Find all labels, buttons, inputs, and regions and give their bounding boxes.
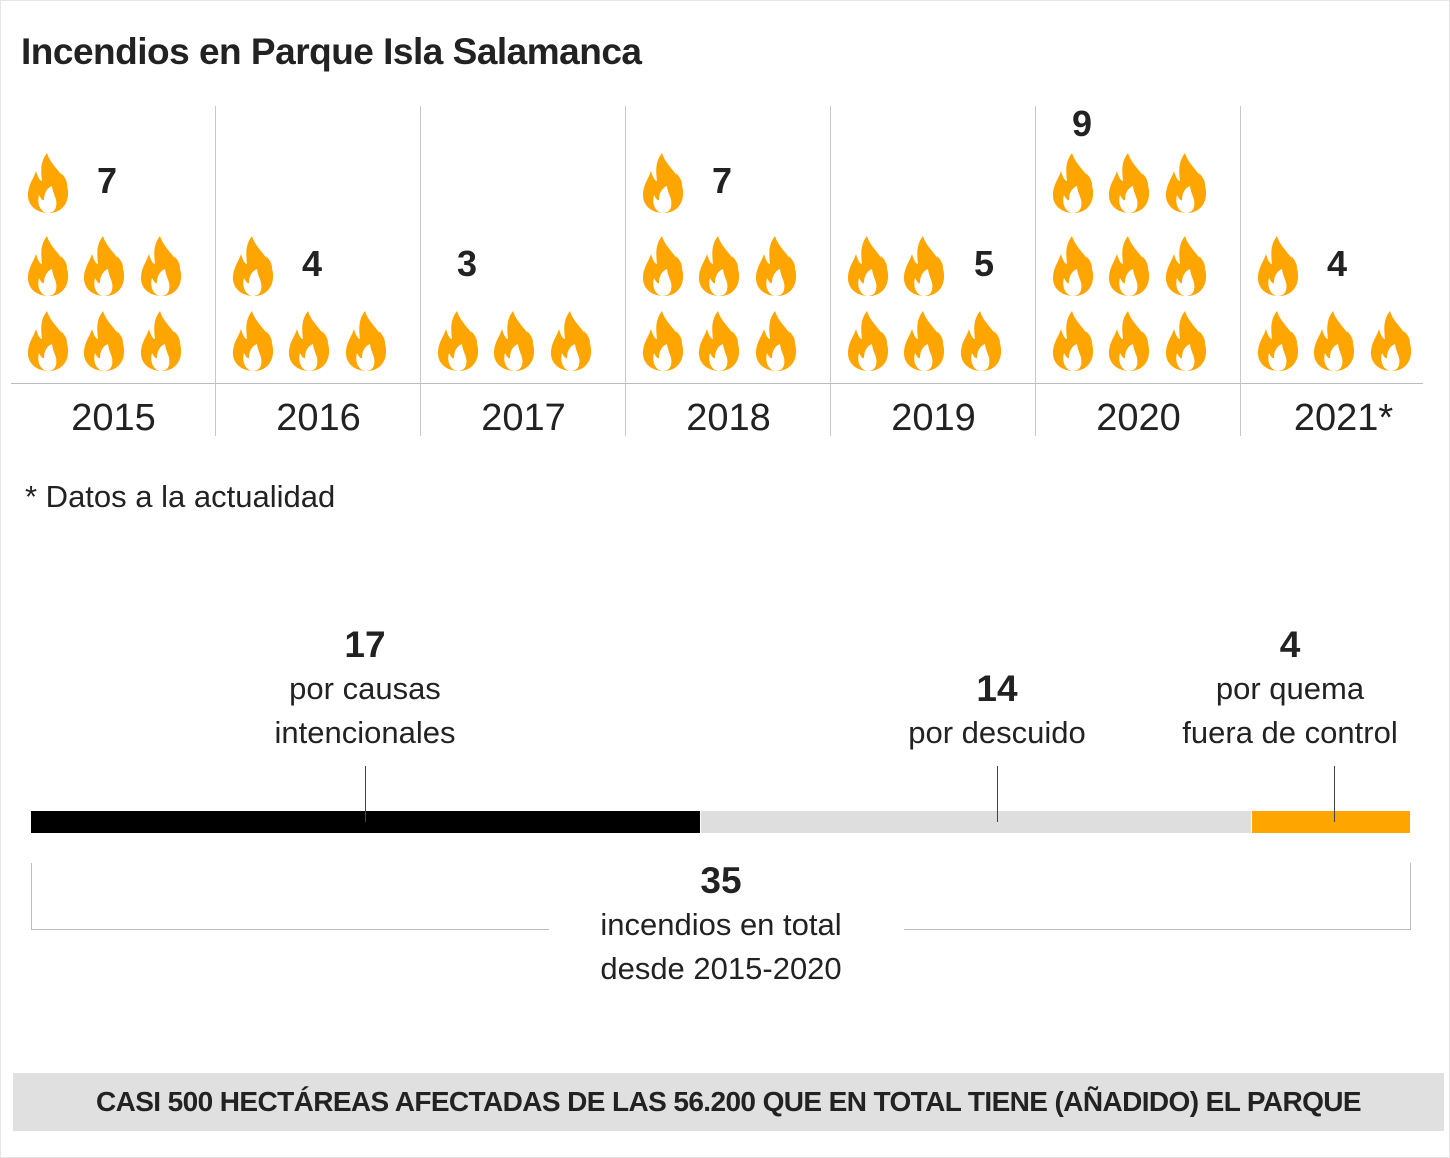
flame-icon <box>901 311 947 371</box>
label-line: por descuido <box>908 715 1086 750</box>
label-line: por quema <box>1215 671 1365 706</box>
flame-icon <box>25 153 71 213</box>
value-label: 7 <box>712 160 733 201</box>
flame-icon <box>640 153 686 213</box>
flame-icon <box>845 311 891 371</box>
value-total: 35 <box>700 860 742 901</box>
flame-icon <box>845 236 891 296</box>
column-divider <box>1240 106 1241 436</box>
bracket-left <box>31 863 32 930</box>
flame-icon <box>1163 311 1209 371</box>
year-label: 2021* <box>1293 397 1394 439</box>
flame-icon <box>696 311 742 371</box>
year-label: 2017 <box>481 397 566 439</box>
flame-icon <box>640 311 686 371</box>
year-column-2019: 5 2019 <box>831 106 1036 439</box>
x-axis-line <box>11 383 1423 384</box>
column-divider <box>830 106 831 436</box>
flame-icon <box>1163 153 1209 213</box>
leader-line <box>997 766 998 822</box>
year-label: 2020 <box>1096 397 1181 439</box>
year-label: 2019 <box>891 397 976 439</box>
leader-line <box>1334 766 1335 822</box>
flame-icon <box>1106 153 1152 213</box>
year-column-2017: 3 2017 <box>421 106 626 439</box>
flame-icon <box>753 311 799 371</box>
bracket-line <box>31 929 549 930</box>
chart-title: Incendios en Parque Isla Salamanca <box>21 31 642 72</box>
flame-icon <box>435 311 481 371</box>
flame-icon <box>343 311 389 371</box>
flame-icon <box>25 236 71 296</box>
year-label: 2015 <box>71 397 156 439</box>
column-divider <box>1035 106 1036 436</box>
flame-icon <box>958 311 1004 371</box>
flame-icon <box>138 236 184 296</box>
flame-icon <box>640 236 686 296</box>
bracket-right <box>1410 863 1411 930</box>
flame-icon <box>548 311 594 371</box>
value-label: 9 <box>1072 103 1093 144</box>
year-column-2018: 7 2018 <box>626 106 831 439</box>
year-column-2020: 9 2020 <box>1036 103 1241 439</box>
flame-icon <box>1255 311 1301 371</box>
flame-icon <box>286 311 332 371</box>
column-divider <box>625 106 626 436</box>
value-label: 4 <box>1327 243 1348 284</box>
value-carelessness: 14 <box>976 668 1018 709</box>
label-total: 35 incendios en total desde 2015-2020 <box>600 859 841 991</box>
value-label: 7 <box>97 160 118 201</box>
flame-icon <box>230 311 276 371</box>
label-uncontrolled-burn: 4 por quema fuera de control <box>1182 623 1397 755</box>
value-uncontrolled-burn: 4 <box>1279 624 1301 665</box>
year-column-2015: 7 2015 <box>11 106 216 439</box>
bracket-line <box>904 929 1411 930</box>
year-label: 2016 <box>276 397 361 439</box>
flame-icon <box>753 236 799 296</box>
label-line: desde 2015-2020 <box>600 951 842 986</box>
bar-segment <box>1252 811 1410 833</box>
value-label: 4 <box>302 243 323 284</box>
label-line: fuera de control <box>1182 715 1398 750</box>
year-label: 2018 <box>686 397 771 439</box>
flame-icon <box>1311 311 1357 371</box>
flame-icon <box>901 236 947 296</box>
flame-icon <box>1255 236 1301 296</box>
flame-icon <box>230 236 276 296</box>
flame-icon <box>1106 236 1152 296</box>
label-line: intencionales <box>274 715 456 750</box>
value-label: 3 <box>457 243 478 284</box>
footer-banner: CASI 500 HECTÁREAS AFECTADAS DE LAS 56.2… <box>13 1073 1444 1131</box>
value-intentional: 17 <box>344 624 386 665</box>
label-line: incendios en total <box>600 907 842 942</box>
year-column-2021: 4 2021* <box>1241 106 1446 439</box>
flame-icon <box>81 236 127 296</box>
label-line: por causas <box>289 671 441 706</box>
flame-icon <box>491 311 537 371</box>
value-label: 5 <box>974 243 995 284</box>
flame-icon <box>1106 311 1152 371</box>
footnote: * Datos a la actualidad <box>25 479 336 514</box>
column-divider <box>215 106 216 436</box>
flame-icon <box>1368 311 1414 371</box>
flame-icon <box>1163 236 1209 296</box>
flame-icon <box>81 311 127 371</box>
flame-icon <box>1050 236 1096 296</box>
label-intentional: 17 por causas intencionales <box>275 623 456 755</box>
year-column-2016: 4 2016 <box>216 106 421 439</box>
column-divider <box>420 106 421 436</box>
bar-segment <box>31 811 700 833</box>
bar-segment <box>700 811 1252 833</box>
flame-icon <box>1050 153 1096 213</box>
label-carelessness: 14 por descuido <box>908 667 1086 755</box>
leader-line <box>365 766 366 822</box>
flame-icon <box>1050 311 1096 371</box>
flame-icon <box>696 236 742 296</box>
flame-icon <box>138 311 184 371</box>
flame-icon <box>25 311 71 371</box>
